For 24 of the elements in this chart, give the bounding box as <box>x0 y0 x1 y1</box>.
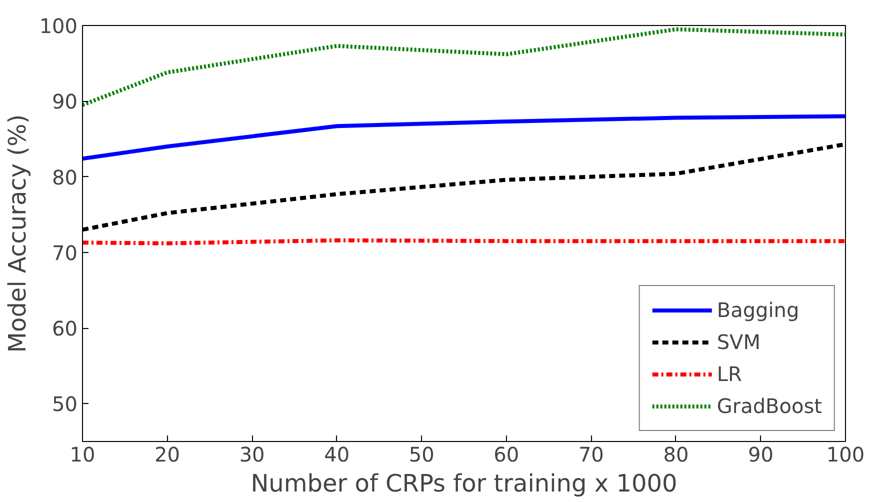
y-tick-label: 60 <box>52 316 78 341</box>
x-tick-label: 80 <box>663 442 689 466</box>
legend-label: LR <box>716 362 742 386</box>
line-series <box>82 27 846 107</box>
y-tick-label: 100 <box>39 14 78 38</box>
x-tick-label: 100 <box>826 442 865 466</box>
legend-label: Bagging <box>716 298 800 322</box>
x-tick-label: 10 <box>70 442 96 466</box>
y-tick-label: 50 <box>52 392 78 416</box>
x-tick-label: 20 <box>154 442 180 466</box>
legend-label: GradBoost <box>716 394 822 418</box>
legend-label: SVM <box>716 330 760 354</box>
x-tick-label: 40 <box>324 442 350 466</box>
y-tick-label: 70 <box>52 240 78 265</box>
y-axis-title: Model Accuracy (%) <box>3 114 32 353</box>
x-tick-label: 90 <box>748 442 774 466</box>
x-tick-label: 70 <box>578 442 604 466</box>
x-tick-label: 30 <box>239 442 265 466</box>
y-tick-label: 80 <box>52 165 78 190</box>
x-tick-label: 50 <box>408 442 434 466</box>
line-series <box>82 114 846 161</box>
x-tick-label: 60 <box>494 442 520 466</box>
y-tick-label: 90 <box>52 90 78 114</box>
x-axis-title: Number of CRPs for training x 1000 <box>250 470 678 498</box>
